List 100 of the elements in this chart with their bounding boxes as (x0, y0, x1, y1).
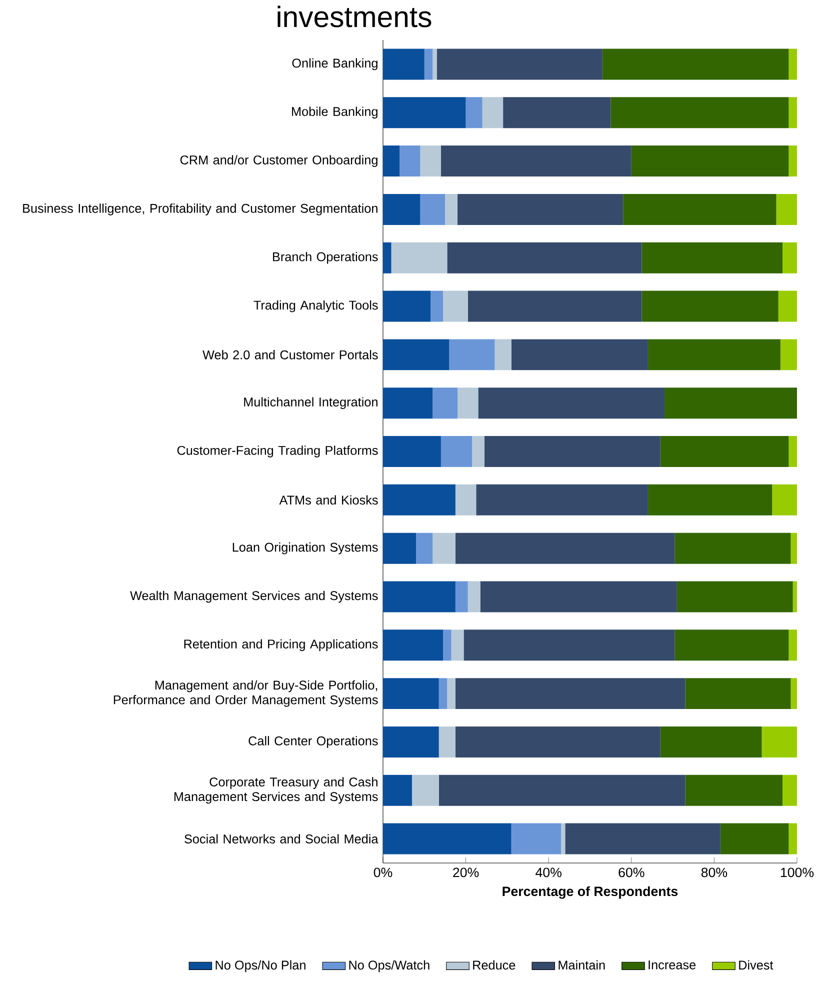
bar (382, 630, 444, 661)
bar (420, 194, 446, 225)
bar (447, 242, 642, 274)
y-tick-label: Retention and Pricing Applications (184, 639, 378, 652)
y-tick-label: Branch Operations (273, 252, 378, 264)
bar (788, 630, 797, 661)
bar (464, 630, 675, 661)
bar (561, 823, 566, 854)
bar (382, 97, 466, 128)
y-tick-label: Wealth Management Services and Systems (130, 590, 378, 603)
bar (436, 48, 602, 80)
bar (631, 146, 789, 177)
bar (443, 630, 452, 661)
bar (416, 532, 433, 564)
bar (438, 678, 448, 710)
bar (455, 678, 686, 710)
bar (674, 630, 789, 661)
bar (382, 339, 450, 370)
bar (458, 194, 624, 225)
x-tick-label: 60% (618, 868, 644, 878)
bar (720, 823, 789, 854)
y-tick-label: Call Center Operations (248, 736, 378, 748)
bar (778, 290, 797, 322)
bar (430, 290, 444, 322)
bar (382, 726, 439, 758)
bar (440, 146, 632, 177)
bar (503, 97, 611, 128)
bar (455, 484, 476, 516)
bar (400, 146, 420, 177)
x-tick-label: 100% (780, 868, 814, 878)
bar (382, 48, 424, 80)
bar (642, 242, 783, 274)
bar (788, 97, 797, 128)
bar (674, 532, 791, 564)
bar (412, 774, 439, 806)
bar (478, 388, 665, 419)
bar (382, 194, 420, 225)
bar (382, 678, 439, 710)
bar (382, 242, 392, 274)
bar (455, 532, 675, 564)
bar (476, 484, 648, 516)
y-tick-label: Social Networks and Social Media (184, 834, 378, 844)
y-tick-label: Multichannel Integration (244, 397, 378, 410)
y-tick-label: CRM and/or Customer Onboarding (180, 155, 378, 167)
bar (664, 388, 797, 419)
legend-label: Reduce (473, 960, 516, 970)
y-tick-label: Loan Origination Systems (232, 542, 378, 554)
bar (685, 774, 783, 806)
bar (782, 242, 797, 274)
bar (511, 339, 648, 370)
bar (776, 194, 797, 225)
legend-label: Maintain (558, 960, 605, 970)
bar (445, 194, 458, 225)
bar (438, 774, 686, 806)
y-tick-label: Web 2.0 and Customer Portals (202, 350, 378, 360)
bar (432, 388, 458, 419)
bar (472, 436, 484, 468)
y-tick-label: Corporate Treasury and Cash Management Services and Systems (174, 777, 378, 804)
bar (424, 48, 433, 80)
bar (382, 436, 441, 468)
bar (468, 581, 480, 612)
y-tick-label: Online Banking (292, 58, 378, 70)
bar (511, 823, 562, 854)
bar (432, 48, 437, 80)
x-tick-label: 20% (453, 868, 479, 878)
bar (788, 436, 797, 468)
bar (480, 581, 677, 612)
bar (466, 97, 482, 128)
y-tick-label: Mobile Banking (292, 106, 378, 119)
bar (780, 339, 797, 370)
bar (382, 774, 412, 806)
bar (660, 436, 789, 468)
bar (484, 436, 660, 468)
bar (685, 678, 791, 710)
y-tick-label: Customer-Facing Trading Platforms (177, 446, 378, 458)
bar (648, 339, 780, 370)
bar (482, 97, 504, 128)
bar (449, 339, 495, 370)
bar (382, 388, 433, 419)
chart-title: investments (278, 6, 432, 28)
bar (788, 146, 797, 177)
bar (602, 48, 789, 80)
bar (676, 581, 793, 612)
bar (610, 97, 789, 128)
bar (443, 290, 468, 322)
legend-label: No Ops/No Plan (216, 960, 306, 972)
bar (788, 823, 797, 854)
bar (455, 581, 468, 612)
bar (432, 532, 456, 564)
bar (382, 290, 431, 322)
bar (788, 48, 797, 80)
legend-label: Divest (739, 960, 774, 970)
y-tick-label: Business Intelligence, Profitability and Customer Segmentation (23, 204, 378, 216)
legend-label: No Ops/Watch (349, 960, 430, 972)
bar (648, 484, 772, 516)
bar (565, 823, 720, 854)
bar (494, 339, 512, 370)
bar (420, 146, 441, 177)
bar (382, 484, 456, 516)
bar (382, 146, 400, 177)
